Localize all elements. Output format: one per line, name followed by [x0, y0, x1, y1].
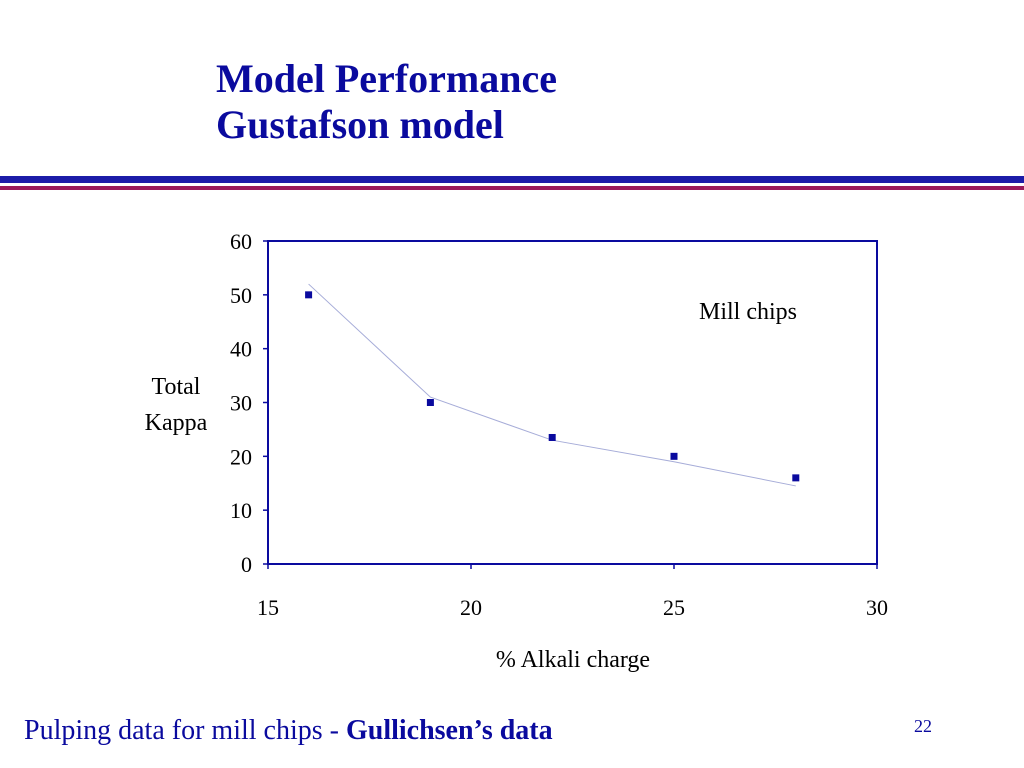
data-point-marker — [426, 399, 434, 406]
x-tick-label: 25 — [663, 595, 685, 620]
tick-marks — [263, 240, 878, 569]
y-axis-label-line1: Total — [152, 374, 201, 400]
kappa-chart: 0 10 20 30 40 50 60 15 20 25 30 Total Kappa % Alk… — [145, 229, 888, 673]
y-tick-labels: 0 10 20 30 40 50 60 — [230, 229, 252, 577]
chart-annotation: Mill chips — [699, 299, 797, 325]
x-tick-label: 30 — [866, 595, 888, 620]
y-tick-label: 10 — [230, 498, 252, 523]
slide-footer: Pulping data for mill chips - Gullichsen… — [24, 715, 553, 747]
slide-title-line1: Model Performance — [216, 56, 557, 101]
page-number: 22 — [914, 716, 932, 736]
plot-area-frame — [267, 240, 878, 565]
footer-bold-text: Gullichsen’s data — [345, 715, 553, 746]
y-tick-label: 60 — [230, 229, 252, 254]
data-point-marker — [670, 452, 678, 460]
data-point-marker — [792, 474, 800, 482]
y-axis-label-line2: Kappa — [145, 410, 208, 436]
data-points — [305, 291, 800, 482]
y-tick-label: 20 — [230, 444, 252, 469]
y-tick-label: 40 — [230, 337, 252, 362]
x-tick-label: 20 — [460, 595, 482, 620]
data-point-marker — [305, 291, 313, 299]
y-tick-label: 0 — [241, 552, 252, 577]
data-point-marker — [548, 433, 556, 441]
header-rule-blue — [0, 176, 1024, 183]
y-tick-label: 30 — [230, 391, 252, 416]
x-tick-label: 15 — [257, 595, 279, 620]
slide-title: Model Performance Gustafson model — [216, 56, 557, 148]
y-tick-label: 50 — [230, 283, 252, 308]
slide-title-line2: Gustafson model — [216, 102, 504, 147]
x-tick-labels: 15 20 25 30 — [257, 595, 888, 620]
header-rule-red — [0, 186, 1024, 190]
footer-text: Pulping data for mill chips - — [24, 715, 346, 746]
x-axis-label: % Alkali charge — [496, 647, 650, 673]
